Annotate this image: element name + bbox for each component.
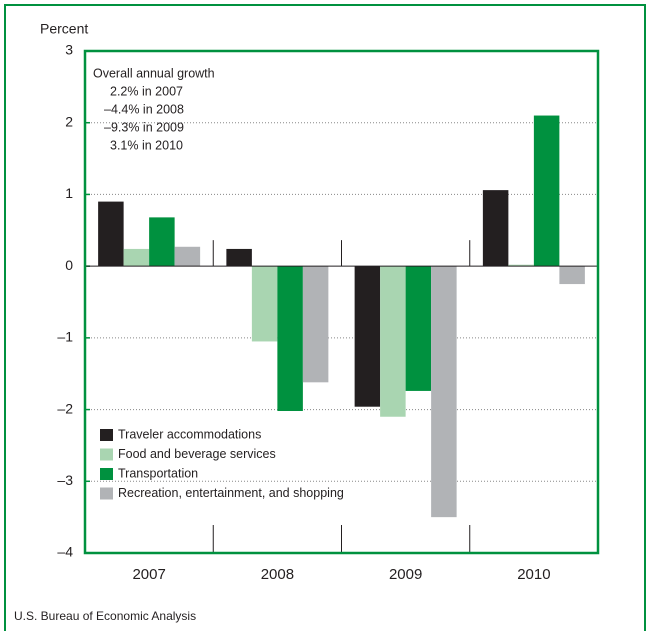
y-tick-label: 2 <box>65 113 73 129</box>
bar <box>98 201 124 267</box>
annotation: 3.1% in 2010 <box>110 138 183 152</box>
x-tick-label: 2007 <box>132 566 165 583</box>
bar <box>226 248 252 267</box>
legend-swatch <box>100 448 113 461</box>
x-tick-label: 2009 <box>389 566 422 583</box>
y-tick-label: 1 <box>65 185 73 201</box>
bar <box>482 190 509 267</box>
bar <box>508 264 534 267</box>
bar <box>149 217 175 267</box>
y-tick-label: 3 <box>65 42 73 58</box>
bar <box>277 266 303 412</box>
bar <box>431 266 457 518</box>
bar <box>533 115 560 267</box>
y-tick-label: –1 <box>57 329 73 345</box>
annotation: –4.4% in 2008 <box>104 102 184 116</box>
legend-label: Food and beverage services <box>118 447 276 461</box>
bar <box>123 248 150 267</box>
y-tick-label: 0 <box>65 257 73 273</box>
legend-swatch <box>100 487 113 500</box>
y-axis-label: Percent <box>40 21 88 37</box>
bar <box>174 246 201 267</box>
bar <box>380 266 406 417</box>
legend-label: Traveler accommodations <box>118 427 261 441</box>
annotation: 2.2% in 2007 <box>110 84 183 98</box>
y-tick-label: –2 <box>57 400 73 416</box>
y-tick-label: –4 <box>57 544 73 560</box>
outer-frame <box>4 4 646 631</box>
plot-frame <box>83 49 600 555</box>
annotation: Overall annual growth <box>93 66 215 80</box>
bar <box>405 266 432 391</box>
bar <box>354 266 381 407</box>
legend-swatch <box>100 468 113 480</box>
bar <box>559 266 585 285</box>
legend-label: Transportation <box>118 466 198 480</box>
legend-swatch <box>100 429 113 441</box>
bar <box>302 266 329 383</box>
y-tick-label: –3 <box>57 472 73 488</box>
bar <box>251 266 278 342</box>
x-tick-label: 2010 <box>517 566 550 583</box>
legend-label: Recreation, entertainment, and shopping <box>118 486 344 500</box>
x-tick-label: 2008 <box>261 566 294 583</box>
source: U.S. Bureau of Economic Analysis <box>14 609 196 623</box>
annotation: –9.3% in 2009 <box>104 120 184 134</box>
